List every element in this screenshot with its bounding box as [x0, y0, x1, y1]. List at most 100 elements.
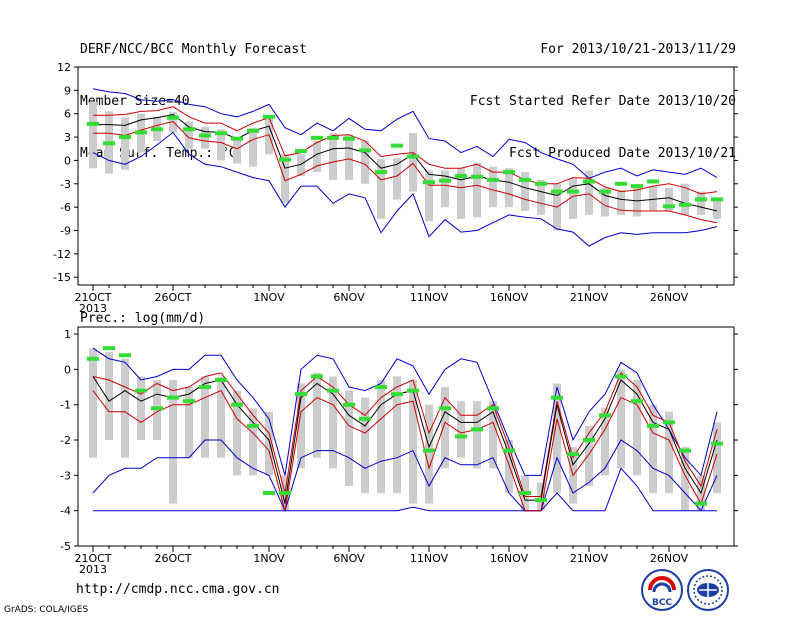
ncc-logo-icon: [687, 569, 729, 611]
median-marker: [583, 179, 595, 184]
y-tick-label: -3: [60, 469, 71, 482]
spread-box: [409, 379, 417, 504]
spread-box: [601, 408, 609, 476]
median-marker: [87, 121, 99, 126]
x-tick-label: 1NOV: [253, 552, 285, 565]
median-marker: [359, 148, 371, 153]
median-marker: [663, 420, 675, 425]
spread-box: [377, 158, 385, 219]
median-marker: [599, 189, 611, 194]
start-date: Fcst Started Refer Date 2013/10/20: [469, 94, 736, 109]
plot-frame: [77, 66, 735, 286]
spread-box: [345, 134, 353, 180]
median-marker: [343, 402, 355, 407]
median-marker: [167, 395, 179, 400]
median-marker: [679, 448, 691, 453]
median-marker: [135, 130, 147, 135]
spread-box: [537, 179, 545, 215]
x-year-label: 2013: [79, 563, 107, 576]
median-marker: [103, 141, 115, 146]
median-marker: [455, 174, 467, 178]
ensemble-mean-line: [93, 113, 718, 212]
spread-box: [633, 379, 641, 476]
x-tick-label: 21NOV: [570, 552, 609, 565]
spread-box: [553, 383, 561, 494]
spread-box: [361, 397, 369, 494]
spread-box: [713, 199, 721, 219]
median-marker: [199, 133, 211, 138]
spread-box: [665, 187, 673, 212]
spread-box: [329, 133, 337, 180]
median-marker: [487, 406, 499, 411]
x-tick-label: 6NOV: [333, 552, 365, 565]
median-marker: [535, 181, 547, 186]
spread-box: [425, 404, 433, 504]
median-marker: [231, 402, 243, 407]
median-marker: [295, 149, 307, 154]
plot-frame: [77, 326, 735, 547]
source-url[interactable]: http://cmdp.ncc.cma.gov.cn: [76, 582, 280, 597]
median-marker: [567, 189, 579, 194]
spread-box: [425, 170, 433, 222]
x-tick-label: 26OCT: [154, 552, 191, 565]
median-marker: [711, 441, 723, 446]
median-marker: [103, 346, 115, 351]
median-marker: [87, 356, 99, 361]
y-tick-label: -3: [60, 178, 71, 191]
median-marker: [519, 491, 531, 496]
y-tick-label: 1: [64, 328, 71, 341]
median-marker: [631, 399, 643, 404]
median-marker: [567, 452, 579, 457]
median-marker: [551, 395, 563, 400]
median-marker: [215, 131, 227, 136]
min-line: [92, 439, 718, 513]
spread-box: [281, 154, 289, 204]
spread-box: [489, 401, 497, 469]
median-marker: [327, 388, 339, 393]
y-tick-label: 0: [64, 154, 71, 167]
spread-box: [121, 358, 129, 458]
spread-box: [249, 408, 257, 476]
median-marker: [407, 154, 419, 159]
median-marker: [359, 416, 371, 421]
median-marker: [471, 174, 483, 179]
median-marker: [135, 388, 147, 393]
median-marker: [519, 177, 531, 182]
spread-box: [185, 387, 193, 458]
median-marker: [599, 413, 611, 418]
spread-box: [569, 178, 577, 219]
spread-box: [441, 387, 449, 469]
spread-box: [393, 158, 401, 200]
y-tick-label: 3: [64, 131, 71, 144]
y-tick-label: -15: [53, 271, 71, 284]
median-marker: [295, 392, 307, 397]
spread-box: [233, 137, 241, 164]
x-tick-label: 26NOV: [650, 552, 689, 565]
median-marker: [231, 136, 243, 141]
spread-box: [169, 112, 177, 133]
x-tick-label: 11NOV: [410, 291, 449, 304]
spread-box: [393, 376, 401, 494]
median-marker: [423, 448, 435, 453]
upper-spread-line: [93, 106, 718, 195]
y-tick-label: -5: [60, 540, 71, 553]
spread-box: [201, 376, 209, 458]
median-marker: [695, 197, 707, 202]
median-marker: [487, 177, 499, 182]
spread-box: [585, 170, 593, 215]
median-marker: [183, 127, 195, 132]
spread-box: [457, 168, 465, 219]
bcc-logo-icon: BCC: [641, 569, 683, 611]
forecast-period: For 2013/10/21-2013/11/29: [540, 42, 736, 57]
median-marker: [503, 170, 515, 175]
temperature-panel: -15 -12 -9 -6 -3 0 3 6 9 12 21OCT 26OCT 1NOV 6NOV 11NO…: [53, 61, 738, 315]
product-title: DERF/NCC/BCC Monthly Forecast: [80, 42, 307, 57]
median-marker: [535, 498, 547, 503]
y-tick-label: 12: [57, 61, 71, 74]
spread-box: [217, 376, 225, 458]
spread-box: [649, 186, 657, 212]
x-tick-label: 16NOV: [490, 552, 529, 565]
median-marker: [439, 406, 451, 411]
x-year-label: 2013: [79, 302, 107, 315]
